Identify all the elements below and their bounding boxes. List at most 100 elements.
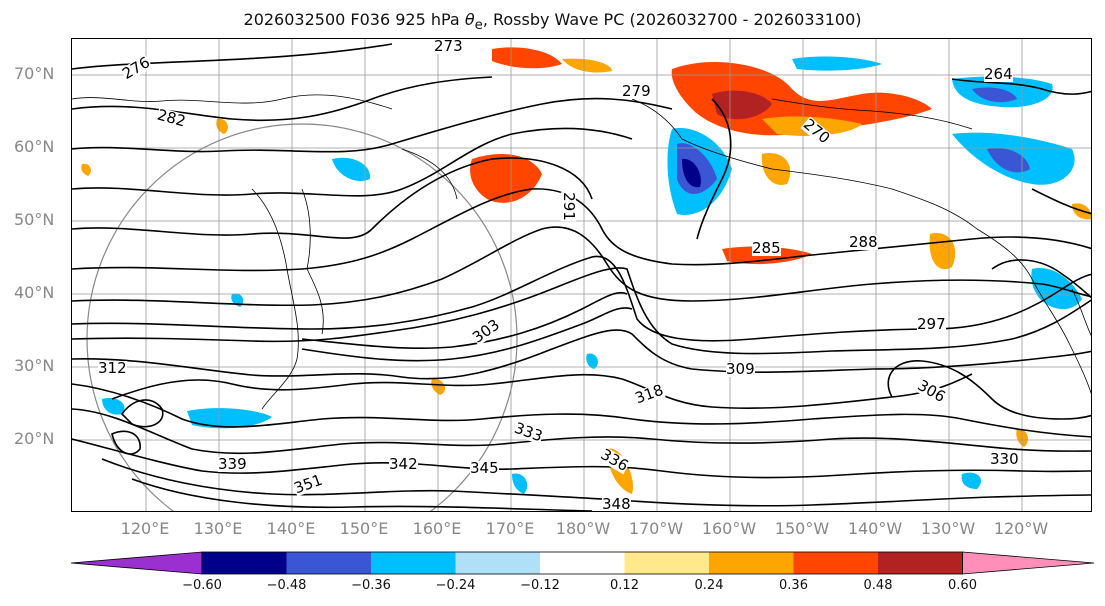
shade-negative (1031, 268, 1082, 310)
colorbar-segment (371, 552, 456, 574)
contour-line (72, 127, 633, 197)
coastline (1031, 278, 1091, 395)
contour-label: 285 (752, 239, 781, 257)
shade-negative (682, 158, 701, 188)
shade-positive (761, 153, 791, 185)
longitude-label: 120°E (120, 519, 170, 538)
contour-line (887, 360, 1091, 420)
shade-negative (972, 87, 1017, 103)
contour-line (72, 43, 393, 70)
reference-circle (86, 123, 518, 511)
shade-negative (332, 157, 371, 181)
coastline (631, 98, 1033, 280)
shade-negative (586, 353, 598, 369)
colorbar-tick-label: 0.48 (863, 578, 893, 593)
contour-line (72, 383, 1091, 438)
contour-line (72, 255, 1091, 342)
contour-line (72, 438, 1091, 479)
longitude-label: 170°E (485, 519, 535, 538)
contour-line (72, 408, 1091, 455)
colorbar-segment (286, 552, 371, 574)
colorbar-tick-label: 0.60 (948, 578, 977, 593)
longitude-label: 140°E (266, 519, 316, 538)
colorbar-segment (624, 552, 709, 574)
longitude-label: 150°E (339, 519, 389, 538)
colorbar-tick-label: −0.36 (351, 578, 391, 593)
map-canvas (72, 39, 1091, 511)
shade-positive (929, 233, 956, 270)
colorbar-outline (201, 551, 963, 575)
shade-negative (987, 148, 1030, 173)
coastlines (72, 94, 1091, 410)
contour-line (72, 329, 1091, 380)
coastline (301, 188, 324, 335)
shade-negative (102, 398, 125, 415)
colorbar-segment (878, 552, 963, 574)
shade-negative (187, 408, 272, 429)
coastline (401, 148, 458, 200)
latitude-label: 40°N (14, 283, 55, 302)
colorbar-extend-high (962, 551, 1095, 575)
contour-line (111, 430, 141, 455)
coastline (1071, 288, 1091, 337)
latitude-label: 60°N (14, 137, 55, 156)
longitude-label: 130°W (920, 519, 976, 538)
contour-label: 279 (622, 82, 651, 100)
colorbar-tick-label: 0.24 (694, 578, 724, 593)
colorbar-segment (793, 552, 878, 574)
coastline (72, 94, 393, 110)
contour-label: 342 (389, 455, 418, 473)
colorbar-extend-low (71, 551, 203, 575)
latitude-label: 20°N (14, 429, 55, 448)
colorbar-tick-label: −0.12 (520, 578, 560, 593)
colorbar-tick-label: −0.48 (266, 578, 307, 593)
contour-label: 339 (218, 455, 247, 473)
contour-line (72, 188, 1091, 272)
shade-positive (81, 163, 91, 176)
contour-label: 330 (990, 450, 1019, 468)
longitude-label: 160°E (412, 519, 462, 538)
contour-label: 309 (726, 360, 755, 378)
longitude-label: 130°E (193, 519, 243, 538)
colorbar-segment (455, 552, 540, 574)
contour-line (301, 291, 628, 349)
contour-line (991, 259, 1091, 299)
contour-lines (72, 43, 1091, 511)
contour-line (301, 307, 633, 362)
shade-positive (562, 58, 612, 73)
colorbar (71, 551, 1095, 575)
contour-line (951, 78, 1091, 95)
colorbar-segment (202, 552, 287, 574)
longitude-label: 120°W (993, 519, 1049, 538)
longitude-label: 180°W (555, 519, 611, 538)
colorbar-tick-label: −0.24 (435, 578, 476, 593)
contour-line (72, 227, 373, 239)
shade-positive (216, 118, 228, 134)
shade-negative (961, 472, 982, 489)
latitude-label: 50°N (14, 210, 55, 229)
contour-line (120, 399, 164, 428)
contour-line (72, 226, 1091, 307)
contour-line (131, 478, 593, 511)
contour-line (72, 76, 493, 122)
latitude-label: 70°N (14, 64, 55, 83)
colorbar-tick-label: 0.12 (610, 578, 639, 593)
coastline (771, 98, 973, 130)
graticule (72, 39, 1091, 511)
contour-label: 288 (849, 233, 878, 251)
colorbar-segment (709, 552, 794, 574)
contour-label: 264 (984, 65, 1013, 83)
contour-line (371, 157, 593, 230)
shade-negative (792, 56, 882, 71)
contour-line (696, 98, 732, 240)
map-panel: 273 276 279 282 285 288 291 297 303 309 … (71, 38, 1092, 512)
shade-positive (492, 47, 562, 69)
map-title: 2026032500 F036 925 hPa θe, Rossby Wave … (243, 10, 862, 34)
contour-line (72, 97, 673, 153)
contour-label: 345 (470, 459, 499, 477)
contour-label: 291 (559, 192, 578, 221)
contour-label: 312 (98, 359, 127, 377)
longitude-label: 140°W (847, 519, 903, 538)
shade-positive (712, 90, 772, 120)
contour-line (72, 267, 1091, 355)
